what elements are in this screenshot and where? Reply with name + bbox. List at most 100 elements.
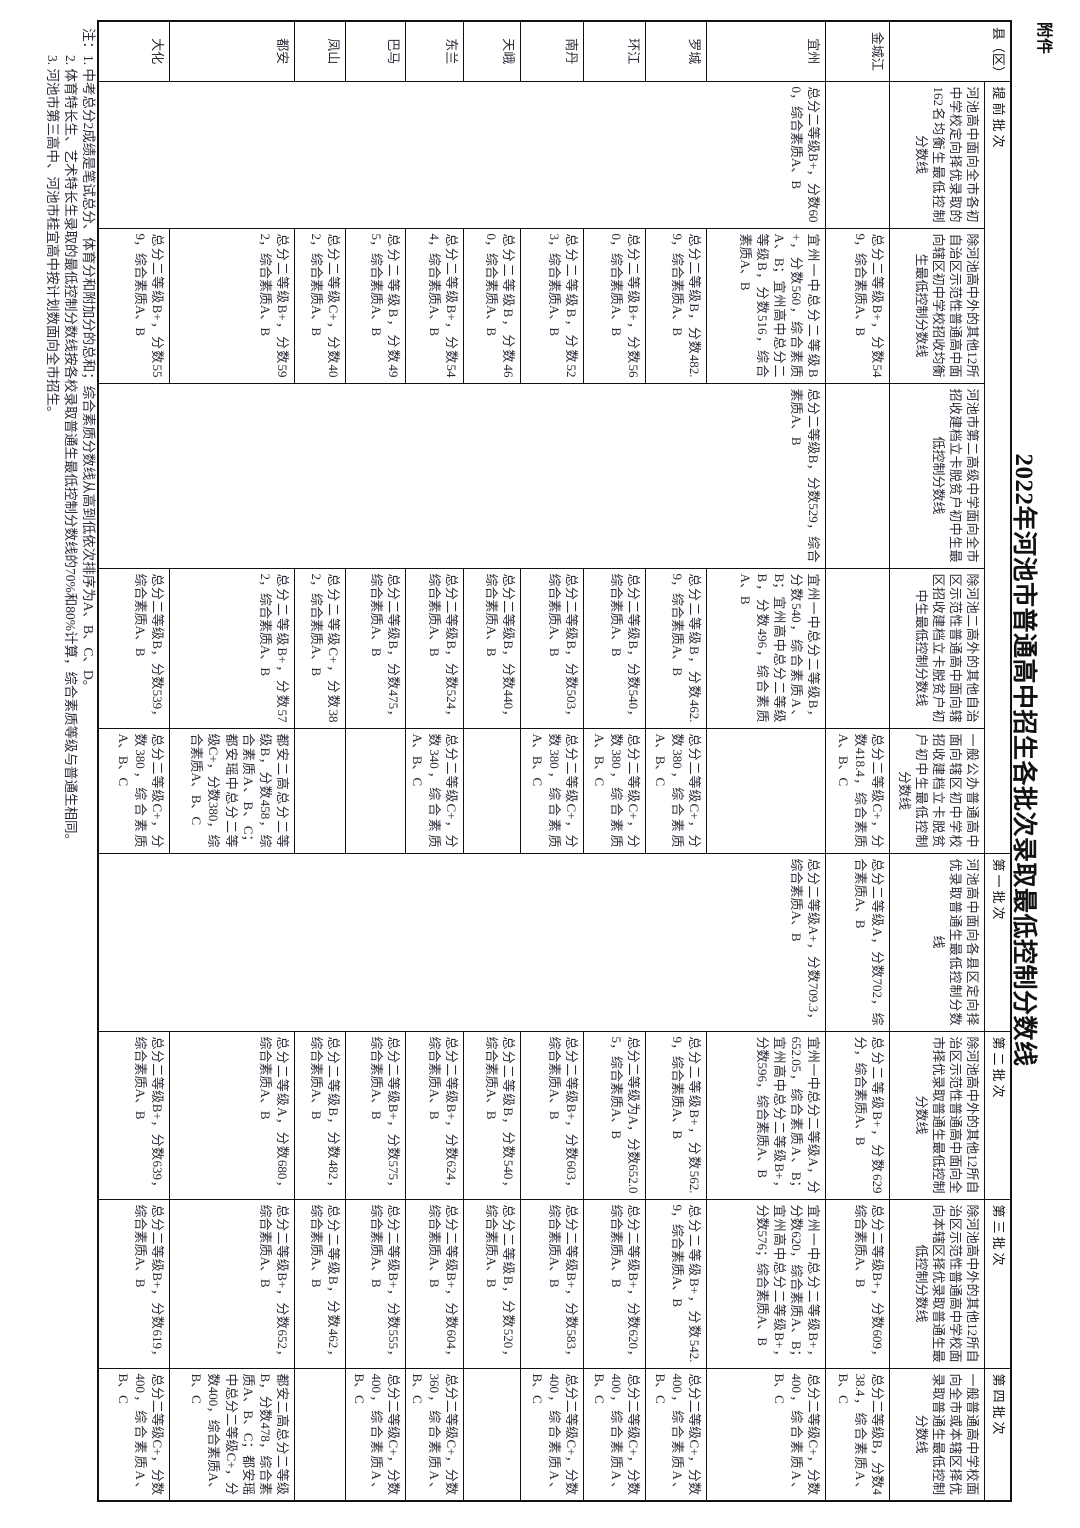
cell-i: 总分二等级C+，分数400，综合素质A、B、C <box>345 1368 406 1502</box>
county-name: 金城江 <box>826 21 890 81</box>
group-header-third: 第三批次 <box>985 1199 1011 1369</box>
county-name: 环江 <box>584 21 646 81</box>
cell-i: 总分二等级C+，分数400，综合素质A、B、C <box>521 1368 584 1502</box>
cell-f: 总分二等级A，分数702，综合素质A、B <box>826 853 890 1032</box>
table-row: 环江 总分二等级B+，分数560，综合素质A、B 总分二等级B，分数540，综合素质… <box>584 21 646 1502</box>
group-header-fourth: 第四批次 <box>985 1368 1011 1502</box>
cell-g: 总分二等级B，分数482，综合素质A、B <box>294 1031 346 1200</box>
cell-g: 总分二等级B+，分数629分，综合素质A、B <box>826 1031 890 1200</box>
county-header: 县（区） <box>890 21 1011 81</box>
county-name: 天峨 <box>464 21 521 81</box>
cell-b: 宜州一中总分二等级B+，分数560，综合素质A、B；宜州高中总分二等级B，分数5… <box>707 228 826 383</box>
cell-h: 总分二等级B+，分数620，综合素质A、B <box>584 1199 646 1369</box>
cell-g: 总分二等级B+，分数562.9，综合素质A、B <box>646 1031 707 1200</box>
cell-e <box>294 728 346 854</box>
cell-g: 总分二等级B+，分数603，综合素质A、B <box>521 1031 584 1200</box>
table-row: 都安总分二等级B+，分数592，综合素质A、B 总分二等级B+，分数572，综合素… <box>169 21 295 1502</box>
cell-h: 总分二等级B，分数520，综合素质A、B <box>464 1199 521 1369</box>
footnote-1: 注：1. 中考总分2成绩是笔试总分、体育分和附加分的总和；综合素质分数线从高到低… <box>81 28 96 694</box>
cell-i <box>464 1368 521 1502</box>
table-row: 罗城总分二等级B，分数482.9，综合素质A、B 总分二等级B，分数462.9，综… <box>646 21 707 1502</box>
cell-g: 总分二等级B，分数540，综合素质A、B <box>464 1031 521 1200</box>
cell-g: 总分二等级B+，分数639，综合素质A、B <box>97 1031 170 1200</box>
cell-b: 总分二等级B，分数523，综合素质A、B <box>521 228 584 383</box>
cell-i: 总分二等级C+，分数400，综合素质A、B、C <box>646 1368 707 1502</box>
cell-h: 总分二等级B+，分数542.9，综合素质A、B <box>646 1199 707 1369</box>
cell-d: 总分二等级B，分数539，综合素质A、B <box>97 568 170 728</box>
cell-e <box>707 728 826 854</box>
cell-d: 总分二等级B，分数540，综合素质A、B <box>584 568 646 728</box>
cell-b: 总分二等级B+，分数592，综合素质A、B <box>169 228 295 383</box>
subheader-d: 除河池二高外的其他自治区示范性普通高中面向辖区招收建档立卡脱贫户初中生最低控制分… <box>890 568 985 728</box>
county-name: 巴马 <box>345 21 406 81</box>
table-row: 南丹总分二等级B，分数523，综合素质A、B 总分二等级B，分数503，综合素质A… <box>521 21 584 1502</box>
merged-cell-c: 总分二等级B，分数529，综合素质A、B <box>97 383 826 568</box>
county-name: 都安 <box>169 21 295 81</box>
cell-e: 总分二等级C+，分数380，综合素质A、B、C <box>584 728 646 854</box>
county-name: 东兰 <box>405 21 464 81</box>
cell-h: 总分二等级B+，分数652，综合素质A、B <box>169 1199 295 1369</box>
cell-e: 都安二高总分二等级B，分数458，综合素质A、B、C；都安瑶中总分二等级C+，分… <box>169 728 295 854</box>
cell-a <box>826 81 890 228</box>
cell-d <box>826 568 890 728</box>
county-name: 大化 <box>97 21 170 81</box>
county-name: 南丹 <box>521 21 584 81</box>
cell-h: 总分二等级B，分数462，综合素质A、B <box>294 1199 346 1369</box>
table-row: 金城江 总分二等级B+，分数549，综合素质A、B 总分二等级C+，分数418.4，… <box>826 21 890 1502</box>
cell-e: 总分二等级C+，分数340，综合素质A、B、C <box>405 728 464 854</box>
cell-h: 宜州一中总分二等级B+，分数620，综合素质A、B；宜州高中总分二等级B+，分数… <box>707 1199 826 1369</box>
subheader-a: 河池高中面向全市各初中学校定向择优录取的162名均衡生最低控制分数线 <box>890 81 985 228</box>
cell-d: 宜州一中总分二等级B，分数540，综合素质A、B；宜州高中总分二等级B，分数49… <box>707 568 826 728</box>
cell-g: 总分二等级B+，分数575，综合素质A、B <box>345 1031 406 1200</box>
footnote-3: 3. 河池市第三高中、河池市桂宜高中按计划数面向全市招生。 <box>45 55 60 420</box>
group-header-first: 第一批次 <box>985 853 1011 1032</box>
table-row: 天峨 总分二等级B，分数460，综合素质A、B 总分二等级B，分数440，综合素质A… <box>464 21 521 1502</box>
cell-b: 总分二等级B+，分数559，综合素质A、B <box>97 228 170 383</box>
cell-d: 总分二等级C+，分数382，综合素质A、B <box>294 568 346 728</box>
table-row: 巴马总分二等级B，分数495，综合素质A、B 总分二等级B，分数475，综合素质A… <box>345 21 406 1502</box>
cell-b: 总分二等级B，分数482.9，综合素质A、B <box>646 228 707 383</box>
score-table: 县（区） 提前批次 第一批次 第二批次 第三批次 第四批次 河池高中面向全市各初… <box>96 20 1012 1503</box>
table-row: 大化总分二等级B+，分数559，综合素质A、B 总分二等级B，分数539，综合素质… <box>97 21 170 1502</box>
cell-i: 总分二等级C+，分数400，综合素质A、B、C <box>707 1368 826 1502</box>
merged-cell-f: 总分二等级A+，分数709.3，综合素质A、B <box>97 853 826 1032</box>
cell-b: 总分二等级B+，分数549，综合素质A、B <box>826 228 890 383</box>
cell-d: 总分二等级B，分数462.9，综合素质A、B <box>646 568 707 728</box>
cell-b: 总分二等级B，分数495，综合素质A、B <box>345 228 406 383</box>
cell-g: 宜州一中总分二等级A，分652.05，综合素质A、B；宜州高中总分二等级B+，分… <box>707 1031 826 1200</box>
table-row: 东兰 总分二等级B+，分数544，综合素质A、B 总分二等级B，分数524，综合素质… <box>405 21 464 1502</box>
table-body: 金城江 总分二等级B+，分数549，综合素质A、B 总分二等级C+，分数418.4，… <box>97 21 890 1502</box>
cell-d: 总分二等级B，分数475，综合素质A、B <box>345 568 406 728</box>
table-row: 宜州 总分二等级B+，分数600，综合素质A、B 宜州一中总分二等级B+，分数560… <box>97 21 826 1502</box>
cell-h: 总分二等级B+，分数583，综合素质A、B <box>521 1199 584 1369</box>
cell-i: 总分二等级C+，分数400，综合素质A、B、C <box>584 1368 646 1502</box>
cell-e: 总分二等级C+，分数380，综合素质A、B、C <box>97 728 170 854</box>
cell-e <box>345 728 406 854</box>
cell-d: 总分二等级B+，分数572，综合素质A、B <box>169 568 295 728</box>
cell-g: 总分二等级B+，分数624，综合素质A、B <box>405 1031 464 1200</box>
cell-d: 总分二等级B，分数503，综合素质A、B <box>521 568 584 728</box>
sub-header-row: 河池高中面向全市各初中学校定向择优录取的162名均衡生最低控制分数线 除河池高中… <box>890 21 985 1502</box>
county-name: 凤山 <box>294 21 346 81</box>
cell-g: 总分二等级为A，分数652.05，综合素质A、B <box>584 1031 646 1200</box>
cell-c <box>826 383 890 568</box>
group-header-second: 第二批次 <box>985 1031 1011 1200</box>
table-row: 凤山总分二等级C+，分数402，综合素质A、B 总分二等级C+，分数382，综合素… <box>294 21 346 1502</box>
cell-h: 总分二等级B+，分数555，综合素质A、B <box>345 1199 406 1369</box>
cell-e: 总分二等级C+，分数380，综合素质A、B、C <box>646 728 707 854</box>
subheader-g: 除河池高中外的其他12所自治区示范性普通高中面向全市择优录取普通生最低控制分数线 <box>890 1031 985 1200</box>
cell-h: 总分二等级B+，分数604，综合素质A、B <box>405 1199 464 1369</box>
cell-e: 总分二等级C+，分数380，综合素质A、B、C <box>521 728 584 854</box>
county-name: 罗城 <box>646 21 707 81</box>
group-header-row: 县（区） 提前批次 第一批次 第二批次 第三批次 第四批次 <box>890 21 1011 1502</box>
subheader-b: 除河池高中外的其他12所自治区示范性普通高中面向辖区初中学校招收均衡生最低控制分… <box>890 228 985 383</box>
cell-i: 总分二等级B，分数438.4，综合素质A、B、C <box>826 1368 890 1502</box>
cell-b: 总分二等级C+，分数402，综合素质A、B <box>294 228 346 383</box>
footnote-2: 2. 体育特长生、艺术特长生录取的最低控制分数线按各校录取普通生最低控制分数线的… <box>63 55 78 847</box>
cell-i: 总分二等级C+，分数360，综合素质A、B、C <box>405 1368 464 1502</box>
subheader-f: 河池高中面向各县区定向择优录取普通生最低控制分数线 <box>890 853 985 1032</box>
cell-d: 总分二等级B，分数440，综合素质A、B <box>464 568 521 728</box>
cell-h: 总分二等级B+，分数619，综合素质A、B <box>97 1199 170 1369</box>
document-title: 2022年河池市普通高中招生各批次录取最低控制分数线 <box>1010 453 1037 1067</box>
